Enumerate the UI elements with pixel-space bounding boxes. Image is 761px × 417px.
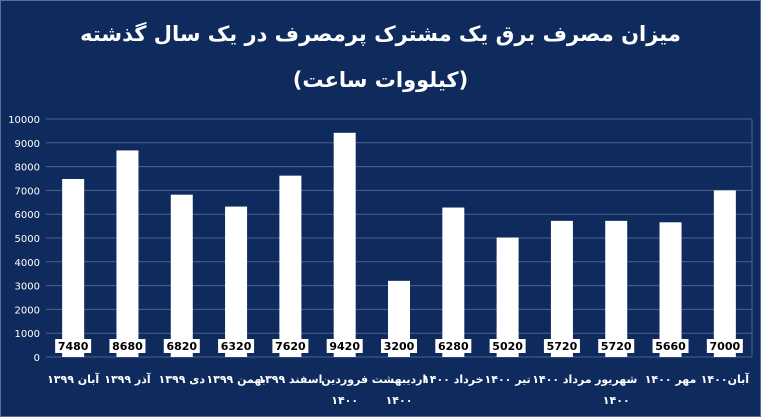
data-label: 5720 (601, 340, 632, 353)
data-label: 6320 (221, 340, 252, 353)
y-tick-label: 1000 (15, 329, 40, 340)
category-label: فروردین (321, 373, 368, 386)
data-label: 7620 (275, 340, 306, 353)
chart-subtitle: (کیلووات ساعت) (292, 68, 469, 92)
bar (279, 175, 302, 357)
y-tick-label: 5000 (15, 234, 40, 245)
bar (116, 150, 139, 357)
category-label: ۱۴۰۰ (386, 394, 413, 407)
bar (496, 237, 519, 357)
data-label: 6820 (166, 340, 197, 353)
data-label: 5720 (547, 340, 578, 353)
category-label: خرداد ۱۴۰۰ (423, 373, 484, 386)
bar (550, 220, 573, 357)
bar (225, 206, 248, 357)
data-label-box (163, 339, 200, 353)
y-tick-label: 3000 (15, 282, 40, 293)
data-label-box (272, 339, 309, 353)
data-label: 7000 (710, 340, 741, 353)
bars (62, 132, 736, 357)
y-axis-ticks: 0 1000 2000 3000 4000 5000 6000 7000 8000 9000 100… (8, 115, 40, 364)
category-label: آبان۱۴۰۰ (701, 372, 750, 386)
y-tick-label: 6000 (15, 210, 40, 221)
category-label: آبان ۱۳۹۹ (47, 372, 99, 386)
category-label: مرداد ۱۴۰۰ (532, 373, 591, 386)
y-tick-label: 9000 (15, 139, 40, 150)
category-label: مهر ۱۴۰۰ (645, 373, 697, 386)
bar (442, 207, 465, 357)
bar (333, 132, 356, 357)
data-label: 5660 (655, 340, 686, 353)
data-label-box (109, 339, 146, 353)
data-label-box (218, 339, 255, 353)
y-tick-label: 4000 (15, 258, 40, 269)
category-label: بهمن ۱۳۹۹ (206, 373, 265, 386)
bar (388, 280, 410, 357)
category-label: تیر ۱۴۰۰ (485, 373, 531, 386)
data-label: 8680 (112, 340, 143, 353)
category-label: اردیبهشت (372, 373, 426, 386)
bar (605, 220, 628, 357)
category-label: اسفند ۱۳۹۹ (258, 373, 322, 386)
data-label: 6280 (438, 340, 469, 353)
bar (659, 222, 682, 357)
y-tick-label: 10000 (8, 115, 40, 126)
data-label-box (435, 339, 472, 353)
bar (170, 194, 193, 357)
y-tick-label: 2000 (15, 305, 40, 316)
y-tick-label: 8000 (15, 163, 40, 174)
category-label: ۱۴۰۰ (331, 394, 358, 407)
data-label-box (326, 339, 363, 353)
bar (62, 178, 85, 357)
data-label-box (381, 339, 417, 353)
gridlines (46, 118, 753, 358)
y-tick-label: 7000 (15, 186, 40, 197)
category-label: دی ۱۳۹۹ (159, 373, 206, 386)
category-label: ۱۴۰۰ (603, 394, 630, 407)
data-label: 9420 (329, 340, 360, 353)
chart-title: میزان مصرف برق یک مشترک پرمصرف در یک سال… (80, 22, 681, 46)
data-label-box (489, 339, 526, 353)
data-label: 5020 (492, 340, 523, 353)
data-label: 3200 (384, 340, 415, 353)
category-label: آذر ۱۳۹۹ (104, 372, 151, 386)
data-label-box (55, 339, 92, 353)
category-label: شهریور (594, 373, 637, 386)
data-label-box (652, 339, 689, 353)
data-label-box (706, 339, 743, 353)
data-labels: 7480 8680 6820 6320 7620 9420 3200 6280 5020 5720… (55, 339, 743, 353)
y-tick-label: 0 (34, 353, 40, 364)
data-label: 7480 (58, 340, 89, 353)
data-label-box (598, 339, 635, 353)
bar (713, 190, 736, 357)
data-label-box (543, 339, 580, 353)
